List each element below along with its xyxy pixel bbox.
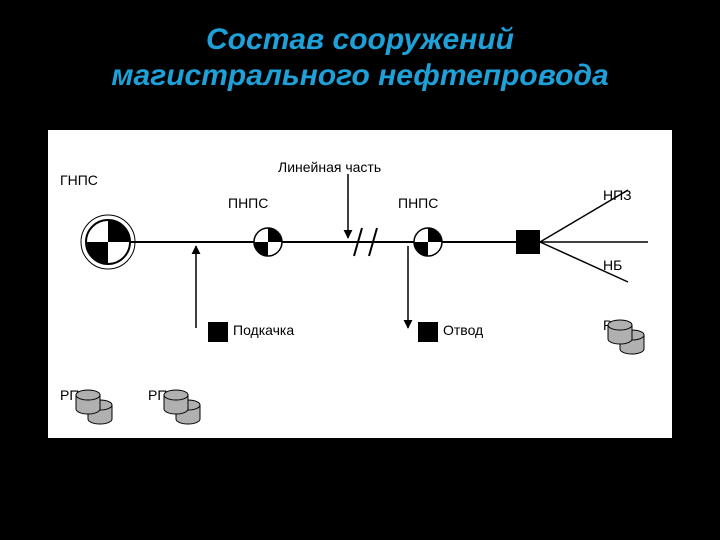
svg-text:НБ: НБ (603, 257, 622, 273)
svg-text:Отвод: Отвод (443, 322, 483, 338)
slide-title: Состав сооружений магистрального нефтепр… (0, 22, 720, 94)
svg-text:ПНПС: ПНПС (228, 195, 268, 211)
title-line2: магистрального нефтепровода (111, 59, 608, 92)
svg-text:ПНПС: ПНПС (398, 195, 438, 211)
slide: Состав сооружений магистрального нефтепр… (0, 0, 720, 540)
svg-text:Линейная часть: Линейная часть (278, 159, 381, 175)
svg-text:Подкачка: Подкачка (233, 322, 294, 338)
pipeline-diagram: ГНПС ПНПС ПНПС Линейная часть Подкачка Отвод Н… (48, 130, 672, 438)
title-line1: Состав сооружений (206, 23, 514, 56)
diagram-panel: ГНПС ПНПС ПНПС Линейная часть Подкачка Отвод Н… (48, 130, 672, 438)
svg-text:НПЗ: НПЗ (603, 187, 632, 203)
svg-text:ГНПС: ГНПС (60, 172, 98, 188)
